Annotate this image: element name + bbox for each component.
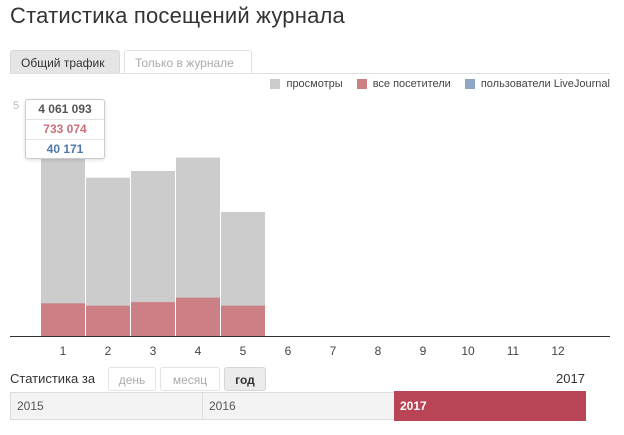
- legend-item-visitors[interactable]: все посетители: [356, 78, 451, 90]
- bar-chart: 1 2 3 4 5 6 7 8 9 10 11 12: [10, 154, 610, 358]
- selected-year-label: 2017: [556, 371, 585, 386]
- bar-visitors-1: [41, 303, 85, 336]
- legend-label-visitors: все посетители: [372, 78, 451, 90]
- tabs-divider: [10, 73, 610, 74]
- x-tick-label-1: 1: [60, 344, 67, 358]
- x-tick-label-4: 4: [195, 344, 202, 358]
- bar-visitors-5: [221, 305, 265, 336]
- tooltip-views: 4 061 093: [38, 102, 92, 116]
- chart-legend: просмотры все посетители пользователи Li…: [270, 78, 610, 90]
- legend-swatch-views: [270, 79, 281, 89]
- x-tick-label-8: 8: [375, 344, 382, 358]
- legend-item-views[interactable]: просмотры: [270, 78, 343, 90]
- period-year-button[interactable]: год: [224, 367, 266, 391]
- tab-journal-only[interactable]: Только в журнале: [124, 50, 252, 74]
- bar-visitors-3: [131, 302, 175, 336]
- tooltip-visitors: 733 074: [26, 119, 104, 139]
- y-axis-top-tick: 5: [13, 100, 20, 112]
- bar-visitors-4: [176, 297, 220, 336]
- chart-tooltip: 4 061 093 733 074 40 171: [25, 99, 105, 159]
- x-tick-label-7: 7: [330, 344, 337, 358]
- legend-label-views: просмотры: [286, 78, 343, 90]
- x-tick-label-12: 12: [551, 344, 565, 358]
- x-tick-label-5: 5: [240, 344, 247, 358]
- timeline-year-2015[interactable]: 2015: [11, 393, 203, 419]
- x-tick-label-6: 6: [285, 344, 292, 358]
- legend-label-lj-users: пользователи LiveJournal: [480, 78, 610, 90]
- stats-period-label: Статистика за: [10, 371, 96, 386]
- legend-item-lj-users[interactable]: пользователи LiveJournal: [464, 78, 610, 90]
- period-month-button[interactable]: месяц: [160, 367, 220, 391]
- x-tick-label-3: 3: [150, 344, 157, 358]
- period-day-button[interactable]: день: [108, 367, 156, 391]
- x-tick-label-2: 2: [105, 344, 112, 358]
- tab-total-traffic[interactable]: Общий трафик: [10, 50, 120, 74]
- x-tick-label-10: 10: [461, 344, 475, 358]
- x-tick-label-11: 11: [507, 344, 520, 358]
- tooltip-lj-users: 40 171: [26, 139, 104, 159]
- timeline-year-2017-selected[interactable]: 2017: [394, 391, 586, 421]
- legend-swatch-visitors: [356, 79, 367, 89]
- bar-visitors-2: [86, 305, 130, 336]
- page-title: Статистика посещений журнала: [10, 3, 345, 28]
- x-tick-label-9: 9: [420, 344, 427, 358]
- legend-swatch-lj-users: [464, 79, 475, 89]
- timeline-year-2016[interactable]: 2016: [209, 399, 236, 413]
